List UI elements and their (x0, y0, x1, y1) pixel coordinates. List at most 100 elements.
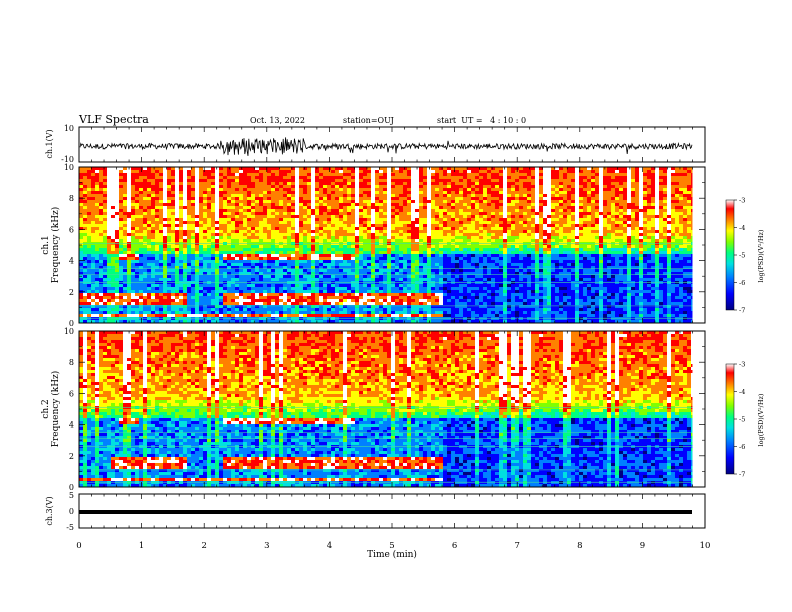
spectrogram-cell (203, 308, 207, 311)
spectrogram-cell (351, 197, 355, 200)
spectrogram-cell (331, 287, 335, 290)
spectrogram-cell (155, 188, 159, 191)
spectrogram-cell (103, 236, 107, 239)
spectrogram-cell (419, 179, 423, 182)
spectrogram-cell (383, 233, 387, 236)
spectrogram-cell (319, 170, 323, 173)
spectrogram-cell (243, 176, 247, 179)
spectrogram-cell (435, 248, 439, 251)
spectrogram-cell (227, 299, 231, 302)
spectrogram-cell (199, 182, 203, 185)
spectrogram-cell (331, 269, 335, 272)
spectrogram-cell (95, 173, 99, 176)
spectrogram-cell (163, 206, 167, 209)
spectrogram-cell (223, 302, 227, 305)
spectrogram-cell (223, 254, 227, 257)
spectrogram-cell (347, 209, 351, 212)
spectrogram-cell (239, 185, 243, 188)
spectrogram-cell (243, 173, 247, 176)
spectrogram-cell (111, 185, 115, 188)
spectrogram-cell (139, 248, 143, 251)
spectrogram-cell (439, 209, 443, 212)
spectrogram-cell (243, 302, 247, 305)
spectrogram-cell (131, 191, 135, 194)
spectrogram-cell (351, 224, 355, 227)
spectrogram-cell (407, 275, 411, 278)
spectrogram-cell (443, 176, 447, 179)
spectrogram-cell (103, 215, 107, 218)
spectrogram-cell (87, 176, 91, 179)
spectrogram-cell (287, 245, 291, 248)
spectrogram-cell (135, 308, 139, 311)
spectrogram-cell (351, 170, 355, 173)
spectrogram-cell (235, 284, 239, 287)
spectrogram-cell (319, 236, 323, 239)
spectrogram-cell (451, 278, 455, 281)
spectrogram-cell (191, 260, 195, 263)
spectrogram-cell (275, 236, 279, 239)
spectrogram-cell (447, 260, 451, 263)
spectrogram-cell (291, 185, 295, 188)
spectrogram-cell (391, 284, 395, 287)
spectrogram-cell (295, 197, 299, 200)
spectrogram-cell (87, 263, 91, 266)
figure-title: VLF Spectra (78, 113, 149, 126)
spectrogram-cell (91, 224, 95, 227)
spectrogram-cell (187, 215, 191, 218)
spectrogram-cell (123, 200, 127, 203)
spectrogram-cell (119, 239, 123, 242)
spectrogram-cell (431, 188, 435, 191)
spectrogram-cell (439, 311, 443, 314)
spectrogram-cell (419, 251, 423, 254)
spectrogram-cell (135, 293, 139, 296)
spectrogram-cell (239, 314, 243, 317)
spectrogram-cell (343, 203, 347, 206)
spectrogram-cell (451, 197, 455, 200)
spectrogram-cell (407, 245, 411, 248)
spectrogram-cell (379, 290, 383, 293)
spectrogram-cell (123, 209, 127, 212)
spectrogram-cell (147, 218, 151, 221)
spectrogram-cell (415, 254, 419, 257)
spectrogram-cell (355, 245, 359, 248)
spectrogram-cell (431, 176, 435, 179)
spectrogram-cell (443, 275, 447, 278)
spectrogram-cell (371, 275, 375, 278)
spectrogram-cell (163, 170, 167, 173)
spectrogram-cell (227, 302, 231, 305)
spectrogram-cell (359, 299, 363, 302)
spectrogram-cell (175, 212, 179, 215)
spectrogram-cell (99, 215, 103, 218)
spectrogram-cell (307, 314, 311, 317)
spectrogram-cell (327, 287, 331, 290)
spectrogram-cell (159, 203, 163, 206)
spectrogram-cell (451, 194, 455, 197)
spectrogram-cell (395, 194, 399, 197)
spectrogram-cell (155, 314, 159, 317)
spectrogram-cell (243, 182, 247, 185)
spectrogram-cell (171, 191, 175, 194)
spectrogram-cell (423, 251, 427, 254)
spectrogram-cell (355, 278, 359, 281)
spectrogram-cell (255, 230, 259, 233)
spectrogram-cell (387, 296, 391, 299)
spectrogram-cell (99, 230, 103, 233)
spectrogram-cell (307, 293, 311, 296)
spectrogram-cell (303, 278, 307, 281)
spectrogram-cell (163, 176, 167, 179)
spectrogram-cell (451, 215, 455, 218)
spectrogram-cell (103, 203, 107, 206)
spectrogram-cell (139, 239, 143, 242)
spectrogram-cell (427, 185, 431, 188)
spectrogram-cell (447, 176, 451, 179)
spectrogram-cell (147, 194, 151, 197)
spectrogram-cell (151, 197, 155, 200)
spectrogram-cell (431, 221, 435, 224)
spectrogram-cell (163, 197, 167, 200)
spectrogram-cell (203, 239, 207, 242)
spectrogram-cell (343, 263, 347, 266)
spectrogram-cell (431, 308, 435, 311)
spectrogram-cell (243, 200, 247, 203)
spectrogram-cell (171, 245, 175, 248)
spectrogram-cell (311, 185, 315, 188)
